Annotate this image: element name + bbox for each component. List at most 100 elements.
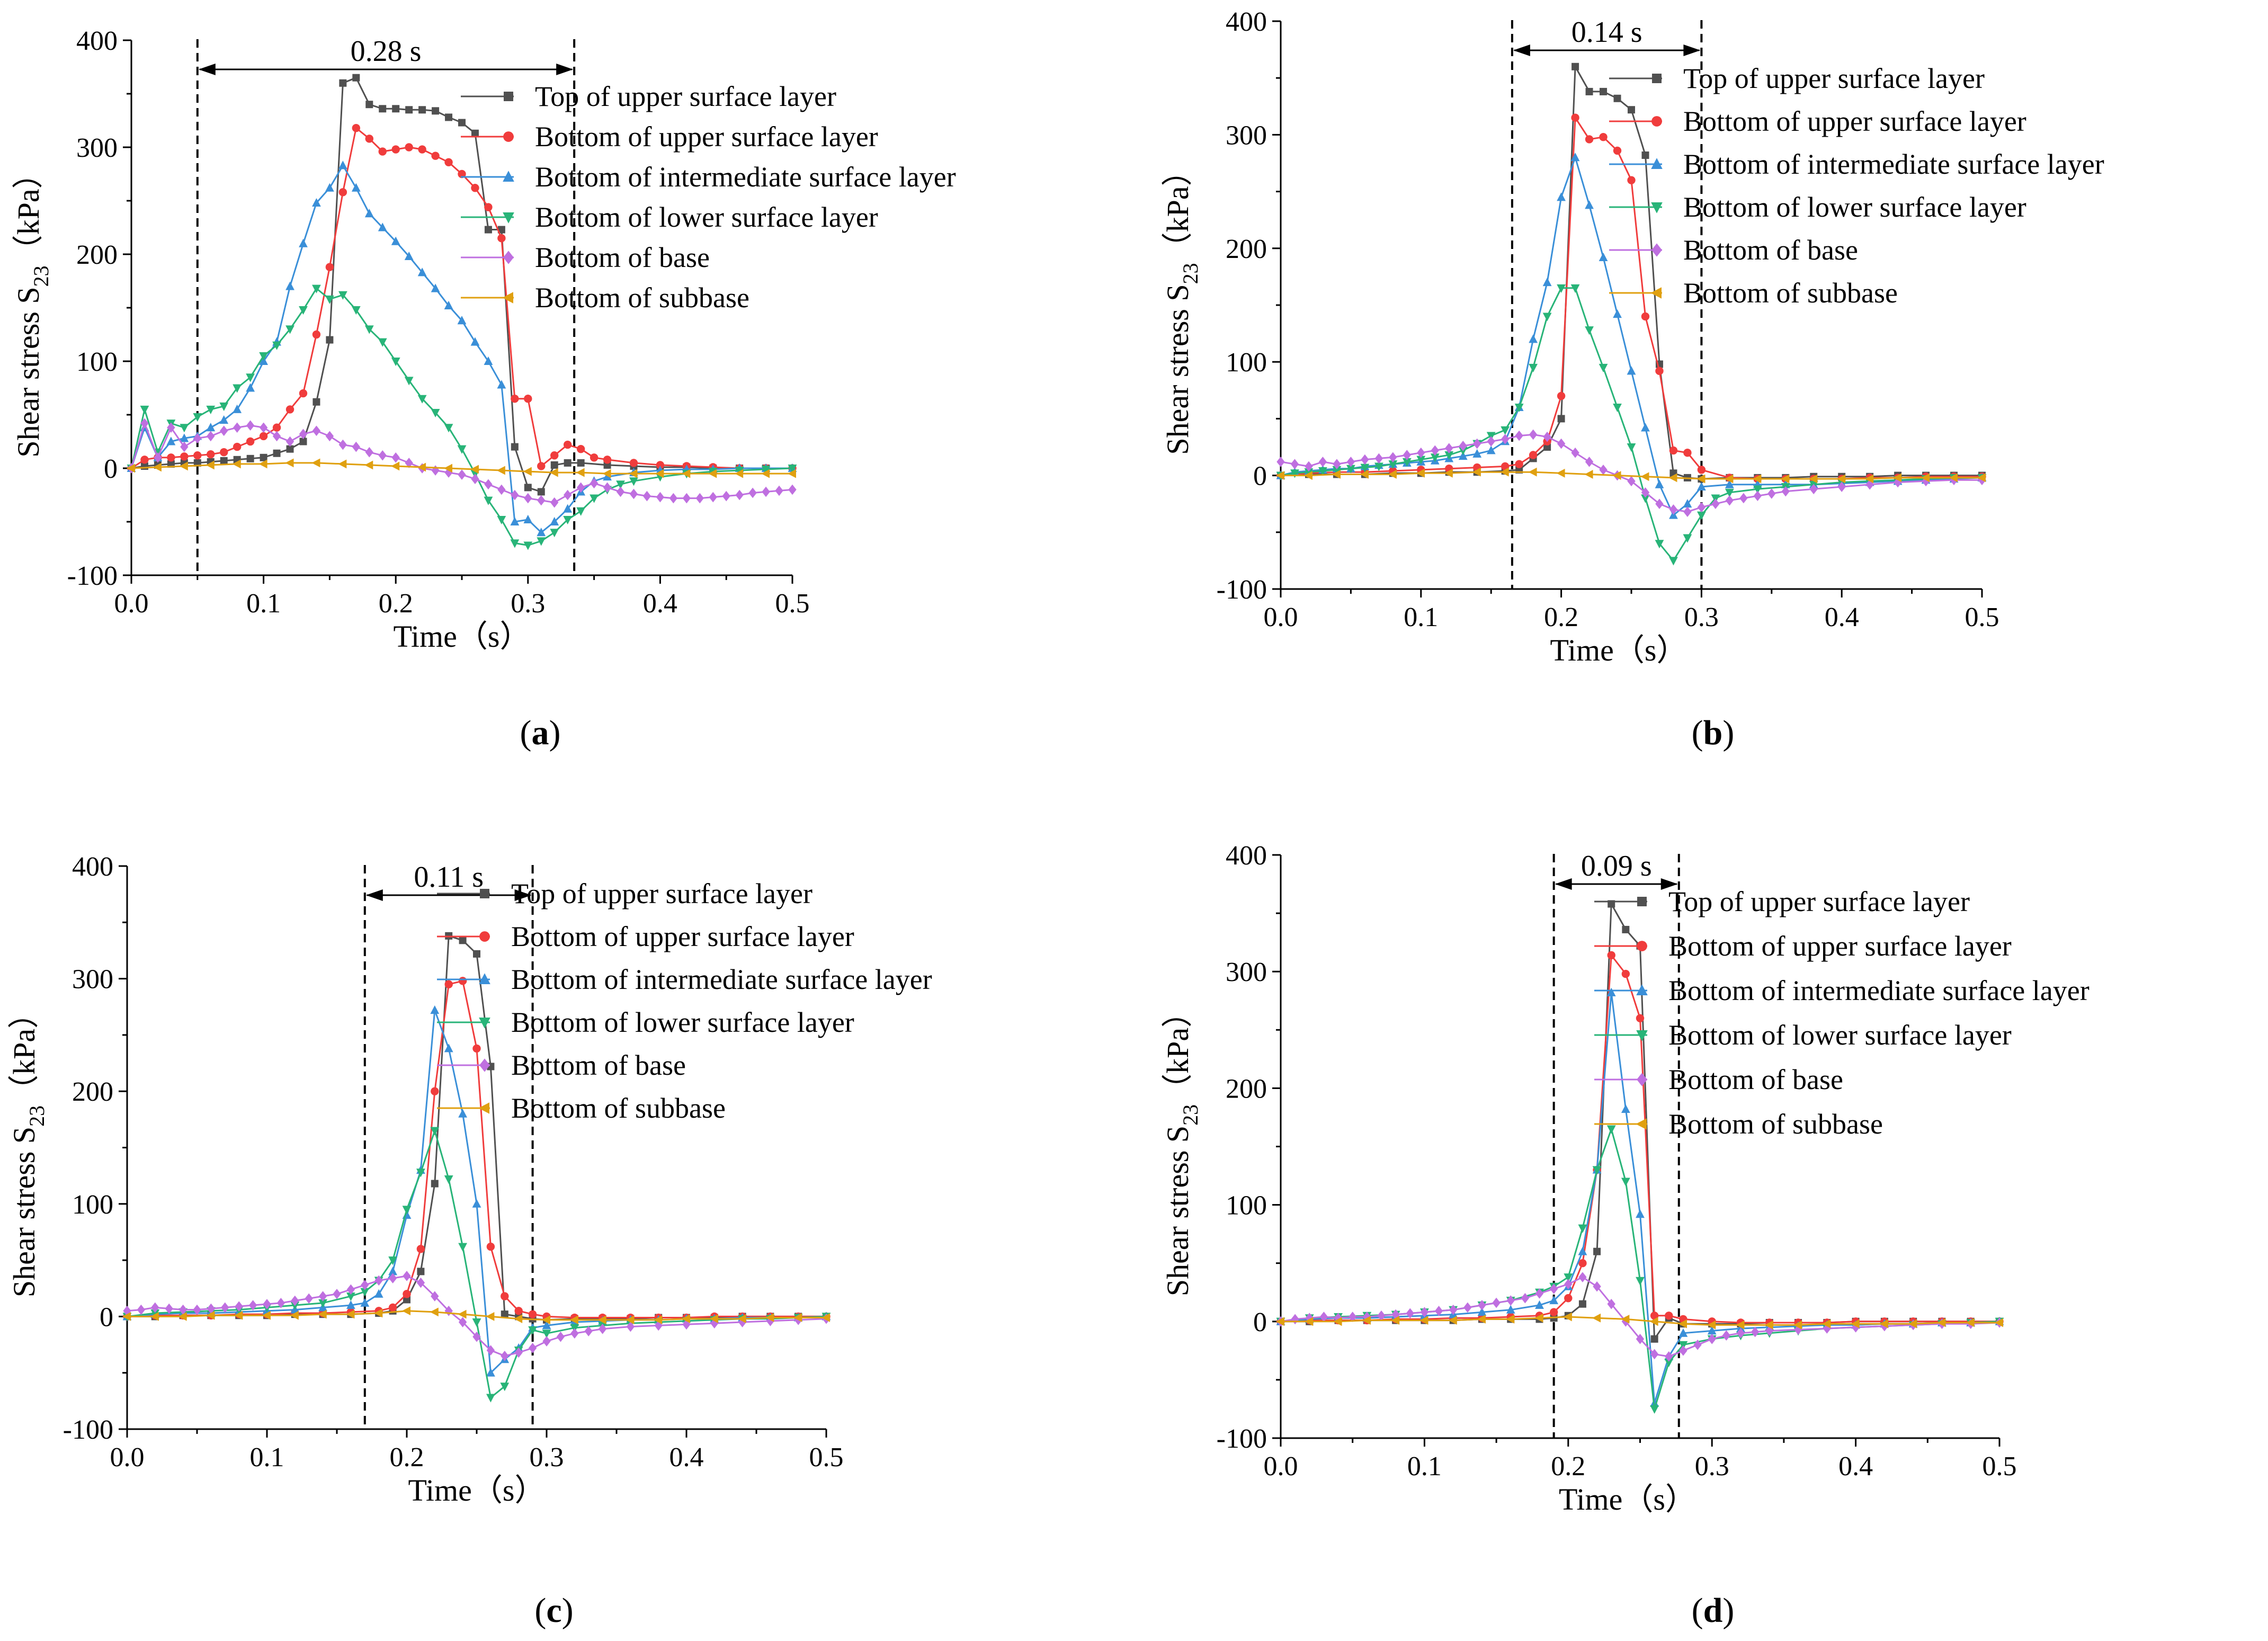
- chart-c-data-point: [793, 1313, 802, 1322]
- chart-b-data-point: [1949, 473, 1958, 483]
- chart-c-data-point: [221, 1302, 229, 1313]
- chart-d-data-point: [1607, 1298, 1615, 1309]
- chart-a-data-point: [418, 106, 426, 114]
- chart-c-data-point: [178, 1312, 187, 1321]
- chart-b-data-point: [1977, 473, 1986, 483]
- chart-a-data-point: [576, 482, 585, 493]
- chart-c-data-point: [431, 1180, 439, 1188]
- chart-a-data-point: [220, 457, 228, 465]
- chart-a-legend-marker: [503, 212, 514, 224]
- chart-c-legend: Top of upper surface layer Bottom of uppe…: [437, 878, 932, 1124]
- chart-b-data-point: [1403, 450, 1412, 460]
- chart-a-data-point: [246, 454, 254, 462]
- chart-b-data-point: [1696, 474, 1706, 484]
- chart-b-data-point: [1584, 470, 1593, 479]
- chart-a-data-point: [563, 504, 573, 513]
- chart-a-data-point: [511, 443, 519, 451]
- chart-d-data-point: [1621, 1314, 1630, 1324]
- chart-a-data-point: [392, 105, 400, 113]
- chart-b-data-point: [1570, 284, 1580, 293]
- chart-c-y-axis-title-unit: （kPa）: [7, 998, 41, 1105]
- chart-d-data-point: [1362, 1316, 1371, 1325]
- chart-d-data-point: [1736, 1323, 1745, 1333]
- chart-d-data-point: [1535, 1300, 1544, 1309]
- chart-c-data-point: [150, 1312, 159, 1321]
- chart-a-data-point: [431, 408, 440, 418]
- chart-a-data-point: [431, 151, 440, 160]
- chart-b-data-point: [1683, 499, 1692, 508]
- chart-b-data-point: [1472, 467, 1481, 477]
- chart-a-data-point: [497, 226, 505, 234]
- chart-a-data-point: [564, 459, 572, 467]
- chart-b-data-point: [1557, 284, 1566, 293]
- chart-b-data-point: [1472, 449, 1482, 458]
- chart-a-data-point: [484, 226, 492, 234]
- chart-c-y-tick-label: 0: [100, 1302, 113, 1332]
- chart-a-data-point: [140, 418, 149, 429]
- chart-a-data-point: [577, 459, 585, 467]
- chart-d-data-point: [1636, 1277, 1645, 1286]
- chart-a-data-point: [193, 433, 202, 444]
- chart-a-legend-marker: [503, 131, 514, 142]
- chart-b-data-point: [1529, 334, 1538, 343]
- chart-b-data-point: [1893, 473, 1902, 483]
- chart-a-data-point: [417, 462, 426, 472]
- chart-b-interval-label: 0.14 s: [1571, 16, 1642, 49]
- chart-d-data-point: [1649, 1317, 1658, 1326]
- chart-c-series-5: [122, 1306, 830, 1325]
- chart-c-data-point: [388, 1303, 397, 1312]
- chart-a-data-point: [405, 106, 413, 114]
- chart-c-panel-label: (c): [534, 1591, 573, 1630]
- chart-c-data-point: [486, 1345, 495, 1355]
- chart-c-y-tick-label: 300: [72, 965, 113, 995]
- chart-b-data-point: [1655, 498, 1664, 509]
- chart-d-data-point: [1707, 1321, 1716, 1330]
- chart-a-data-point: [471, 184, 479, 192]
- chart-c-data-point: [150, 1309, 160, 1318]
- chart-b-data-point: [1613, 146, 1622, 155]
- chart-a-data-point: [180, 441, 189, 452]
- chart-a-data-point: [417, 267, 427, 277]
- chart-a-legend-label: Bottom of subbase: [535, 282, 749, 314]
- chart-a-data-point: [326, 336, 334, 344]
- chart-a-data-point: [603, 472, 612, 481]
- chart-c-data-point: [290, 1310, 299, 1320]
- chart-c-data-point: [235, 1301, 243, 1312]
- chart-b-data-point: [1725, 479, 1734, 488]
- chart-b-interval-arrowhead-right: [1683, 44, 1701, 56]
- chart-c-legend-label: Bottom of base: [511, 1049, 686, 1081]
- chart-d-legend: Top of upper surface layer Bottom of uppe…: [1594, 886, 2090, 1140]
- chart-a-data-point: [391, 236, 400, 245]
- chart-a-data-point: [378, 222, 387, 231]
- chart-c-series-4: [123, 1271, 831, 1361]
- chart-b-data-point: [1557, 415, 1565, 423]
- chart-c-data-point: [417, 1268, 425, 1276]
- chart-c-data-point: [458, 977, 467, 985]
- chart-a-data-point: [735, 469, 744, 478]
- chart-d-data-point: [1420, 1307, 1429, 1317]
- chart-b-data-point: [1683, 449, 1692, 457]
- chart-c-data-point: [542, 1321, 551, 1330]
- chart-a-data-point: [457, 445, 467, 454]
- chart-a-data-point: [167, 422, 175, 433]
- chart-a-data-point: [443, 463, 453, 473]
- chart-c-data-point: [766, 1316, 775, 1326]
- chart-a-data-point: [273, 449, 281, 457]
- chart-c-interval-label: 0.11 s: [414, 861, 484, 894]
- chart-c-data-point: [598, 1323, 607, 1334]
- chart-c-data-point: [501, 1351, 509, 1361]
- chart-a-data-point: [709, 492, 717, 503]
- chart-c-y-tick-label: -100: [63, 1415, 113, 1445]
- chart-d-data-point: [1578, 1246, 1587, 1255]
- chart-a-data-point: [338, 291, 347, 300]
- chart-a-data-point: [748, 487, 757, 498]
- chart-a-series-4: [127, 418, 797, 508]
- chart-a-data-point: [299, 438, 307, 445]
- chart-b-data-point: [1655, 479, 1664, 488]
- chart-d-data-point: [1879, 1319, 1888, 1328]
- chart-c-legend-marker: [479, 1018, 490, 1029]
- chart-a-data-point: [391, 461, 400, 471]
- chart-c-data-point: [458, 1109, 467, 1118]
- chart-b-data-point: [1599, 252, 1608, 261]
- chart-a-data-point: [233, 404, 242, 413]
